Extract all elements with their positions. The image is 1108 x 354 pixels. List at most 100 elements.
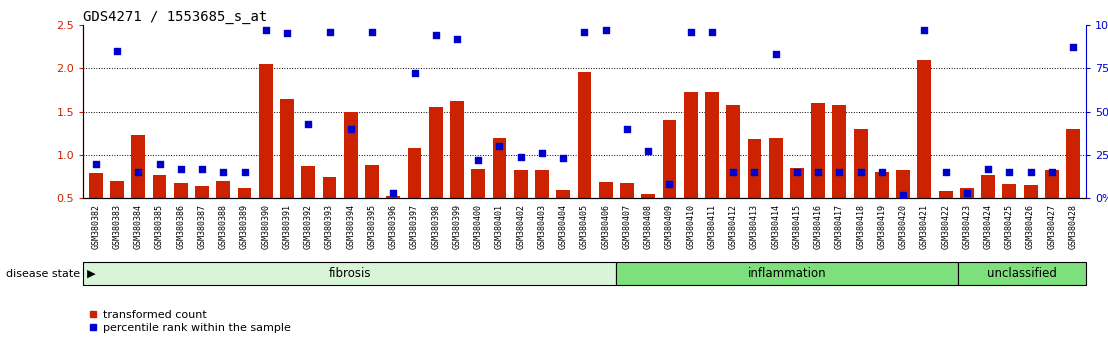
Point xyxy=(809,170,827,175)
Point xyxy=(746,170,763,175)
Bar xyxy=(280,98,294,241)
Bar xyxy=(1066,129,1080,241)
Bar xyxy=(259,64,273,241)
Point xyxy=(704,29,721,35)
Bar xyxy=(153,175,166,241)
Point xyxy=(1022,170,1039,175)
Point xyxy=(448,36,465,41)
Bar xyxy=(514,171,527,241)
Point xyxy=(597,27,615,33)
Point xyxy=(936,170,954,175)
Point xyxy=(660,182,678,187)
Bar xyxy=(663,120,676,241)
Point xyxy=(299,121,317,126)
Legend: transformed count, percentile rank within the sample: transformed count, percentile rank withi… xyxy=(89,310,291,333)
Point xyxy=(554,155,572,161)
Bar xyxy=(748,139,761,241)
Bar xyxy=(1045,170,1059,241)
Point xyxy=(788,170,806,175)
Bar xyxy=(132,135,145,241)
Bar xyxy=(110,181,124,241)
Bar xyxy=(620,183,634,241)
Point xyxy=(618,126,636,132)
Bar xyxy=(896,171,910,241)
Bar xyxy=(790,168,803,241)
Point xyxy=(576,29,594,35)
Bar xyxy=(83,262,616,285)
Bar xyxy=(493,138,506,241)
Bar xyxy=(1003,184,1016,241)
Point xyxy=(681,29,699,35)
Text: GDS4271 / 1553685_s_at: GDS4271 / 1553685_s_at xyxy=(83,10,267,24)
Bar xyxy=(811,103,825,241)
Text: inflammation: inflammation xyxy=(748,267,827,280)
Point xyxy=(873,170,891,175)
Bar xyxy=(322,177,337,241)
Bar xyxy=(598,182,613,241)
Point xyxy=(257,27,275,33)
Point xyxy=(406,70,423,76)
Point xyxy=(320,29,338,35)
Bar xyxy=(684,92,698,241)
Bar xyxy=(195,186,209,241)
Bar xyxy=(387,196,400,241)
Bar xyxy=(960,188,974,241)
Point xyxy=(236,170,254,175)
Bar xyxy=(982,175,995,241)
Point xyxy=(172,166,189,172)
Bar xyxy=(450,101,464,241)
Text: disease state  ▶: disease state ▶ xyxy=(6,268,95,278)
Point xyxy=(958,190,976,196)
Point xyxy=(915,27,933,33)
Point xyxy=(639,149,657,154)
Bar xyxy=(642,194,655,241)
Point xyxy=(491,143,509,149)
Point xyxy=(1001,170,1018,175)
Bar xyxy=(917,60,932,241)
Point xyxy=(278,30,296,36)
Point xyxy=(342,126,360,132)
Point xyxy=(852,170,870,175)
Bar xyxy=(408,148,421,241)
Point xyxy=(725,170,742,175)
Point xyxy=(979,166,997,172)
Point xyxy=(512,154,530,159)
Point xyxy=(767,51,784,57)
Point xyxy=(88,161,105,166)
Point xyxy=(470,157,488,163)
Point xyxy=(363,29,381,35)
Bar xyxy=(957,262,1086,285)
Bar xyxy=(89,173,103,241)
Bar xyxy=(577,72,592,241)
Bar xyxy=(854,129,868,241)
Bar xyxy=(938,191,953,241)
Bar xyxy=(535,171,548,241)
Point xyxy=(193,166,211,172)
Bar xyxy=(556,190,571,241)
Bar xyxy=(237,188,252,241)
Point xyxy=(1043,170,1060,175)
Bar xyxy=(726,105,740,241)
Text: fibrosis: fibrosis xyxy=(329,267,371,280)
Bar xyxy=(429,107,443,241)
Bar xyxy=(343,112,358,241)
Bar xyxy=(1024,185,1037,241)
Point xyxy=(151,161,168,166)
Bar xyxy=(705,92,719,241)
Point xyxy=(1064,45,1081,50)
Bar xyxy=(174,183,187,241)
Point xyxy=(894,192,912,198)
Point xyxy=(831,170,849,175)
Point xyxy=(109,48,126,53)
Point xyxy=(130,170,147,175)
Bar xyxy=(769,138,782,241)
Point xyxy=(533,150,551,156)
Bar xyxy=(875,172,889,241)
Point xyxy=(215,170,233,175)
Bar xyxy=(366,165,379,241)
Point xyxy=(384,190,402,196)
Bar xyxy=(301,166,315,241)
Text: unclassified: unclassified xyxy=(987,267,1057,280)
Bar xyxy=(832,104,847,241)
Bar xyxy=(471,169,485,241)
